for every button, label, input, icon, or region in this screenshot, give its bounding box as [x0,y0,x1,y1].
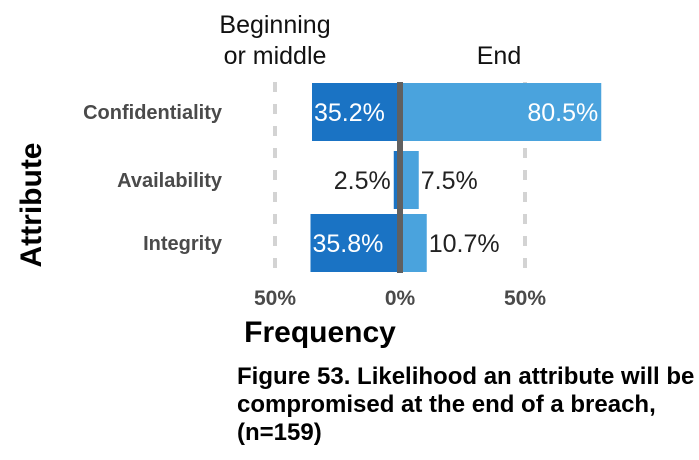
diverging-bar-chart: 35.2% 80.5% Confidentiality 2.5% 7.5% Availab… [15,11,602,349]
x-tick-label: 50% [504,287,546,310]
x-tick-label: 0% [385,287,416,310]
bar-integrity-beginning [310,214,400,272]
figure-caption: Figure 53. Likelihood an attribute will … [237,363,695,446]
data-label-confidentiality-end: 80.5% [527,99,598,127]
category-label-availability: Availability [117,170,223,192]
data-label-integrity-end: 10.7% [429,230,500,258]
data-label-availability-end: 7.5% [421,167,478,195]
series-header-end: End [477,42,521,70]
x-tick-label: 50% [254,287,296,310]
bar-availability-end [400,151,419,209]
y-axis-title: Attribute [15,143,48,268]
x-axis-title: Frequency [244,316,396,349]
bar-integrity-end [400,214,427,272]
bar-confidentiality-end [400,83,602,141]
data-label-confidentiality-beginning: 35.2% [314,99,385,127]
category-label-confidentiality: Confidentiality [83,102,223,124]
series-header-beginning: Beginning or middle [219,11,330,70]
bar-availability-beginning [393,151,400,209]
data-label-availability-beginning: 2.5% [334,167,391,195]
data-label-integrity-beginning: 35.8% [313,230,384,258]
bar-confidentiality-beginning [312,83,400,141]
category-label-integrity: Integrity [143,233,223,255]
